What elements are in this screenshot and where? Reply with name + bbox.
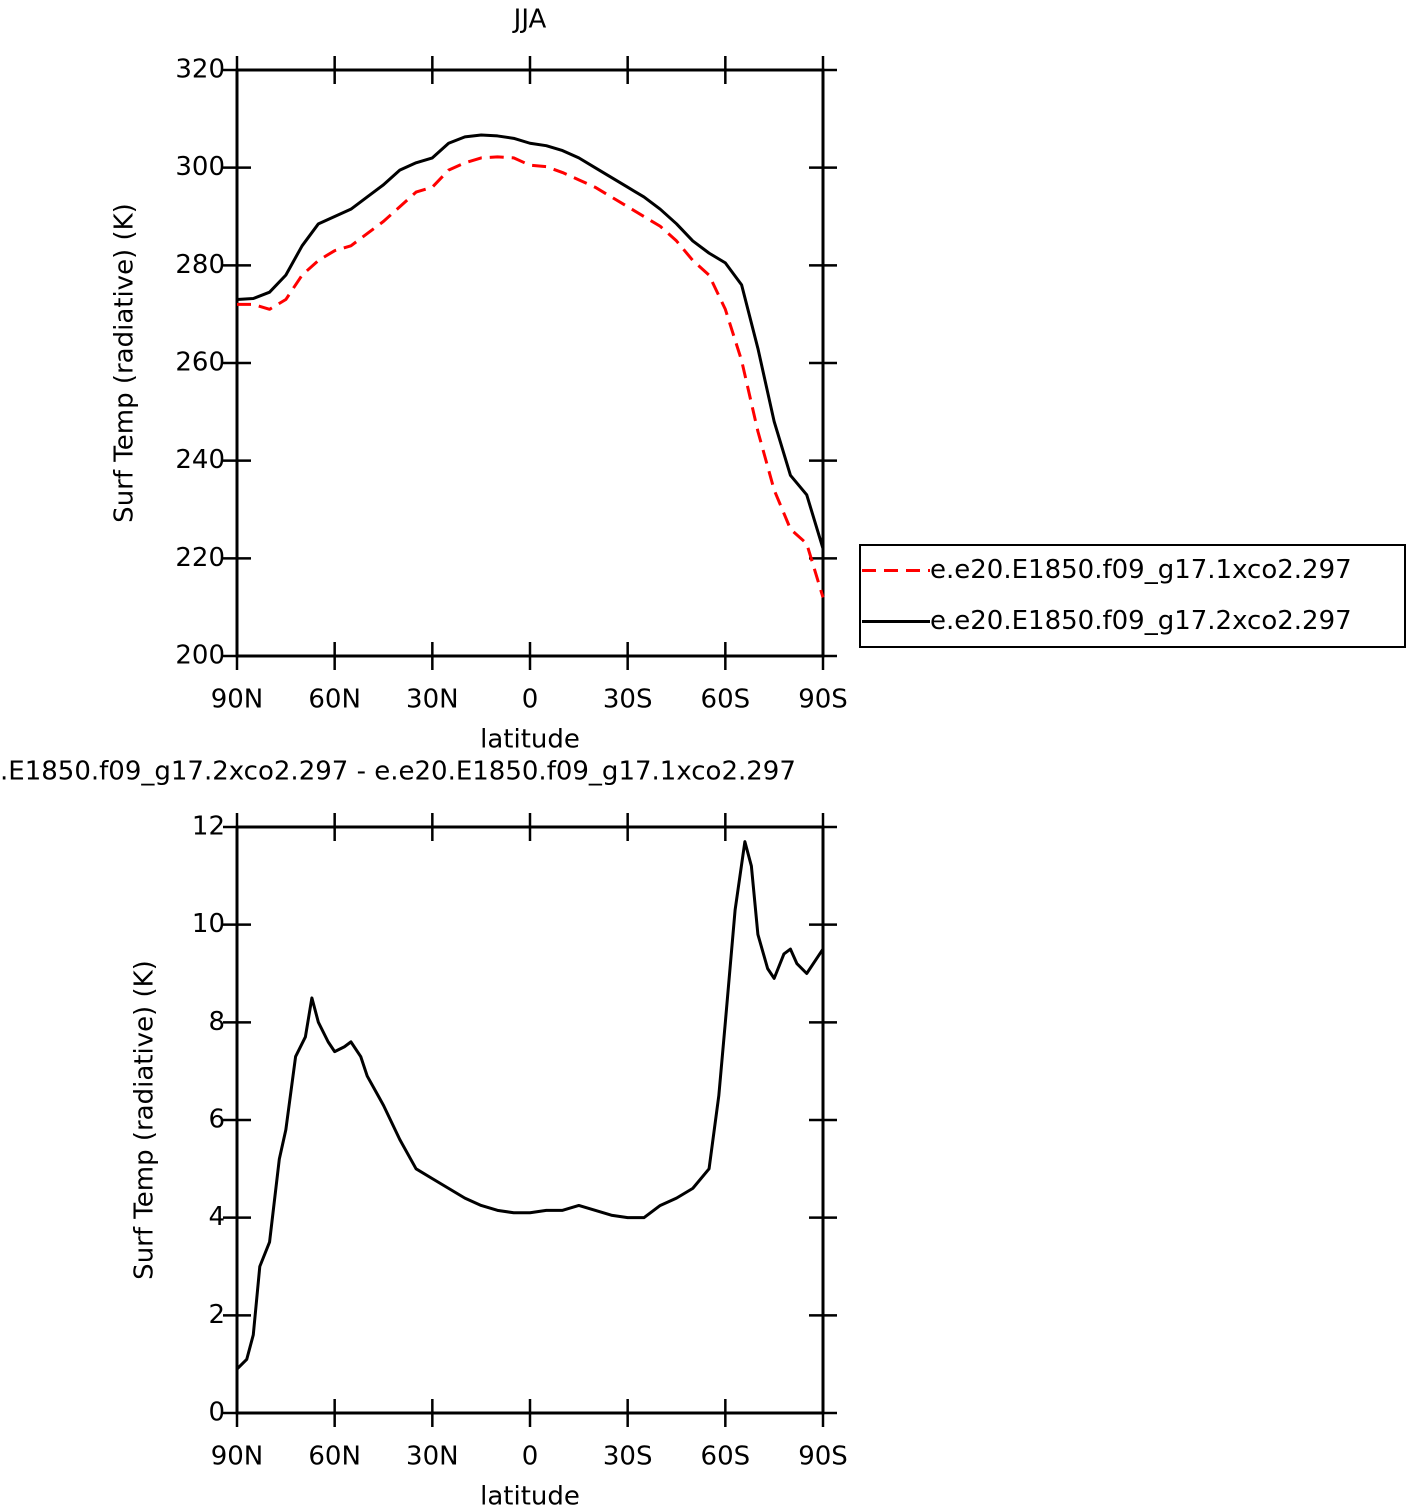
y-tick-label: 12 bbox=[192, 812, 225, 842]
x-tick-label: 60N bbox=[308, 1442, 361, 1472]
x-tick-label: 90S bbox=[798, 1442, 848, 1472]
y-tick-label: 8 bbox=[208, 1007, 225, 1037]
chart-title: .E1850.f09_g17.2xco2.297 - e.e20.E1850.f… bbox=[0, 757, 796, 787]
y-tick-label: 2 bbox=[208, 1300, 225, 1330]
x-tick-label: 0 bbox=[522, 685, 539, 715]
y-tick-label: 4 bbox=[208, 1202, 225, 1232]
y-tick-label: 300 bbox=[175, 152, 225, 182]
chart-title: JJA bbox=[512, 5, 547, 35]
y-axis-label: Surf Temp (radiative) (K) bbox=[110, 203, 140, 523]
x-tick-label: 30N bbox=[406, 1442, 459, 1472]
x-tick-label: 90N bbox=[211, 1442, 264, 1472]
y-tick-label: 280 bbox=[175, 250, 225, 280]
y-tick-label: 320 bbox=[175, 55, 225, 85]
x-tick-label: 90N bbox=[211, 685, 264, 715]
legend-label: e.e20.E1850.f09_g17.1xco2.297 bbox=[930, 555, 1352, 585]
data-line bbox=[237, 155, 825, 598]
legend-box bbox=[859, 544, 1406, 648]
x-tick-label: 30S bbox=[603, 685, 653, 715]
x-tick-label: 0 bbox=[522, 1442, 539, 1472]
y-tick-label: 10 bbox=[192, 909, 225, 939]
y-tick-label: 200 bbox=[175, 641, 225, 671]
data-line bbox=[236, 133, 825, 550]
x-axis-label: latitude bbox=[480, 1482, 580, 1512]
x-tick-label: 60S bbox=[701, 685, 751, 715]
x-tick-label: 60S bbox=[701, 1442, 751, 1472]
legend-label: e.e20.E1850.f09_g17.2xco2.297 bbox=[930, 606, 1352, 636]
y-tick-label: 240 bbox=[175, 445, 225, 475]
plot-frame bbox=[235, 68, 825, 658]
x-tick-label: 90S bbox=[798, 685, 848, 715]
y-axis-label: Surf Temp (radiative) (K) bbox=[130, 960, 160, 1280]
x-tick-label: 30S bbox=[603, 1442, 653, 1472]
y-tick-label: 220 bbox=[175, 543, 225, 573]
y-tick-label: 260 bbox=[175, 348, 225, 378]
y-tick-label: 6 bbox=[208, 1105, 225, 1135]
x-tick-label: 60N bbox=[308, 685, 361, 715]
y-tick-label: 0 bbox=[208, 1398, 225, 1428]
x-tick-label: 30N bbox=[406, 685, 459, 715]
data-line bbox=[235, 840, 825, 1371]
x-axis-label: latitude bbox=[480, 725, 580, 755]
